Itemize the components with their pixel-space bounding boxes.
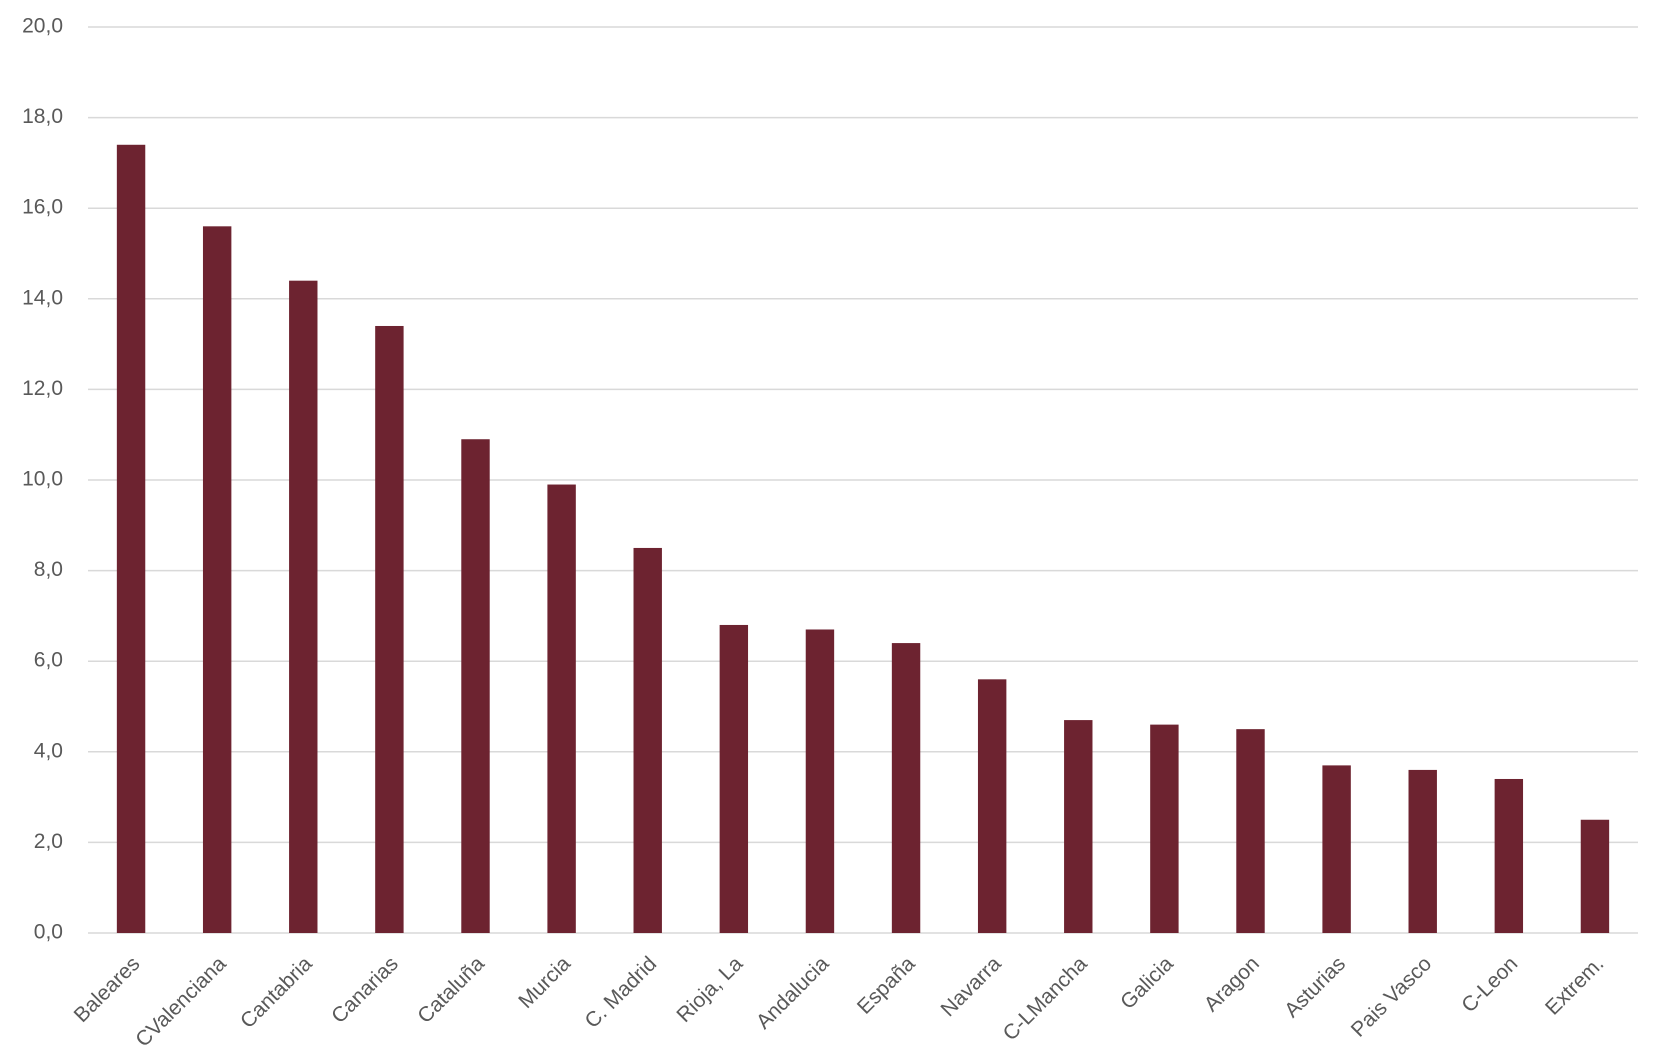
x-tick-label: Canarias (327, 952, 403, 1028)
bar (805, 629, 835, 933)
x-tick-label: Aragon (1200, 952, 1264, 1016)
y-tick-label: 0,0 (34, 921, 63, 944)
bar (289, 280, 318, 933)
y-tick-label: 12,0 (22, 377, 63, 400)
x-tick-label: Andalucia (752, 952, 834, 1034)
x-tick-label: CValenciana (131, 952, 231, 1052)
bar (375, 325, 404, 934)
x-tick-label: Asturias (1280, 952, 1350, 1022)
bar (202, 226, 232, 933)
y-tick-label: 16,0 (22, 196, 63, 219)
x-tick-label: C. Madrid (581, 952, 662, 1033)
bar (461, 439, 490, 933)
x-tick-label: C-LMancha (999, 952, 1092, 1045)
x-tick-label: Pais Vasco (1347, 952, 1436, 1041)
x-tick-label: Navarra (937, 952, 1006, 1021)
bar (633, 547, 662, 933)
bar (1150, 724, 1179, 933)
bar (116, 144, 146, 933)
bar (1236, 729, 1265, 933)
x-tick-label: Baleares (70, 952, 145, 1027)
y-tick-label: 2,0 (34, 830, 63, 853)
x-tick-label: Galicia (1116, 952, 1178, 1014)
y-tick-label: 14,0 (22, 286, 63, 309)
y-tick-label: 10,0 (22, 468, 63, 491)
x-tick-label: España (853, 952, 920, 1019)
bar (547, 484, 576, 933)
bar (1322, 765, 1351, 933)
x-tick-label: Cantabria (236, 952, 317, 1033)
x-tick-label: Cataluña (413, 952, 489, 1028)
x-tick-label: Rioja, La (672, 952, 747, 1027)
bar (1580, 819, 1610, 933)
y-tick-label: 4,0 (34, 739, 63, 762)
x-tick-label: Murcia (514, 952, 575, 1013)
bar (891, 643, 921, 933)
y-tick-label: 6,0 (34, 649, 63, 672)
x-tick-label: C-Leon (1457, 952, 1522, 1017)
y-tick-label: 18,0 (22, 105, 63, 128)
x-tick-label: Extrem. (1541, 952, 1608, 1019)
y-tick-label: 20,0 (22, 15, 63, 38)
bar (977, 679, 1007, 933)
bar (719, 624, 749, 933)
bar (1408, 769, 1437, 933)
y-tick-label: 8,0 (34, 558, 63, 581)
bar (1064, 720, 1093, 933)
bar (1494, 778, 1524, 933)
